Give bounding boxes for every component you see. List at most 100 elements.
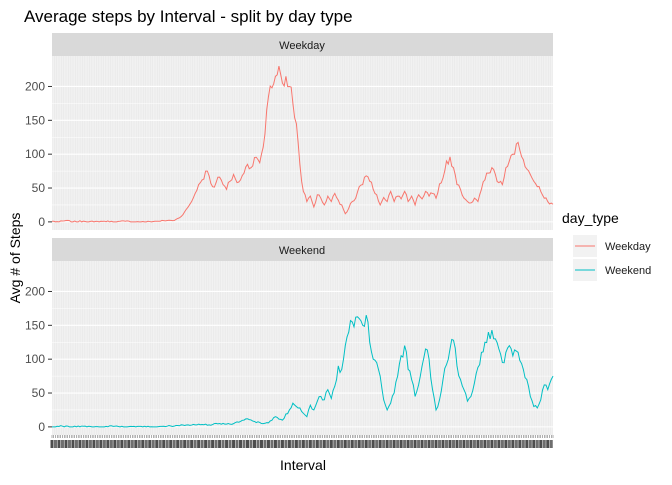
legend: day_type Weekday Weekend [562, 210, 651, 281]
y-tick-label: 150 [25, 318, 45, 332]
x-tick-label [452, 440, 455, 448]
x-tick-label [493, 440, 497, 448]
legend-title: day_type [562, 210, 619, 226]
x-tick-label [518, 440, 522, 448]
x-tick-label [218, 440, 222, 448]
x-tick-label [287, 440, 291, 448]
x-tick-label [438, 440, 442, 448]
x-tick-label [364, 440, 368, 448]
x-tick-label [319, 440, 323, 448]
facet-weekend: Weekend 0 50 100 150 200 [25, 238, 554, 435]
x-tick-label [92, 440, 96, 448]
x-tick-label [277, 440, 281, 448]
y-axis-label: Avg # of Steps [7, 213, 23, 304]
x-tick-label [155, 440, 159, 448]
x-tick-label [259, 440, 263, 448]
x-tick-label [525, 440, 529, 448]
x-tick-label [113, 440, 117, 448]
x-tick-label [497, 440, 501, 448]
x-tick-label [462, 440, 466, 448]
x-tick-label [207, 440, 211, 448]
y-ticks-weekday: 0 50 100 150 200 [25, 79, 52, 229]
x-tick-label [291, 440, 295, 448]
x-tick-label [67, 440, 71, 448]
x-tick-label [81, 440, 85, 448]
x-tick-label [322, 440, 326, 448]
x-tick-label [329, 440, 333, 448]
x-tick-label [417, 440, 421, 448]
x-tick-label [326, 440, 330, 448]
x-tick-label [431, 440, 435, 448]
x-tick-label [280, 440, 284, 448]
x-tick-label [120, 440, 124, 448]
x-tick-label [235, 440, 239, 448]
x-tick-label [74, 440, 78, 448]
x-tick-label [378, 440, 382, 448]
x-tick-label [549, 440, 553, 448]
series-line-weekend [52, 315, 554, 428]
x-tick-label [116, 440, 120, 448]
y-tick-label: 200 [25, 284, 45, 298]
x-tick-label [399, 440, 403, 448]
x-tick-label [64, 440, 68, 448]
panel-background-weekend [52, 261, 553, 435]
x-tick-label [340, 440, 344, 448]
x-tick-label [434, 440, 438, 448]
x-tick-label [403, 440, 407, 448]
x-tick-label [521, 440, 525, 448]
x-tick-label [263, 440, 267, 448]
x-tick-label [441, 440, 445, 448]
x-tick-label [200, 440, 204, 448]
x-tick-label [490, 440, 494, 448]
x-tick-label [225, 440, 229, 448]
x-tick-label [410, 440, 414, 448]
x-tick-label [242, 440, 246, 448]
x-tick-label [214, 440, 218, 448]
y-tick-label: 0 [38, 420, 45, 434]
x-tick-label [420, 440, 424, 448]
x-tick-label [179, 440, 183, 448]
x-tick-label [183, 440, 187, 448]
x-tick-label [190, 440, 194, 448]
x-tick-label [465, 440, 469, 448]
x-tick-label [284, 440, 288, 448]
facet-label-weekend: Weekend [279, 245, 325, 257]
x-tick-label [546, 440, 550, 448]
x-tick-label [514, 440, 518, 448]
y-ticks-weekend: 0 50 100 150 200 [25, 284, 52, 434]
x-tick-label [305, 440, 309, 448]
x-tick-label [130, 440, 134, 448]
facet-strip-weekend [52, 238, 553, 261]
x-tick-label [127, 440, 131, 448]
facet-label-weekday: Weekday [279, 40, 325, 52]
x-tick-label [375, 440, 379, 448]
x-tick-label [455, 440, 459, 448]
x-tick-label [336, 440, 340, 448]
x-tick-label [71, 440, 75, 448]
x-tick-label [266, 440, 270, 448]
x-tick-label [239, 440, 243, 448]
x-tick-label [448, 440, 452, 448]
x-tick-label [57, 440, 61, 448]
x-tick-label [500, 440, 504, 448]
x-tick-label [535, 440, 539, 448]
x-tick-label [134, 440, 138, 448]
x-tick-label [385, 440, 389, 448]
x-tick-label [158, 440, 162, 448]
x-tick-label [357, 440, 361, 448]
x-tick-label [193, 440, 197, 448]
horizontal-gridlines-weekend [52, 290, 553, 428]
x-tick-label [382, 440, 386, 448]
x-tick-label [204, 440, 208, 448]
x-tick-label [511, 440, 515, 448]
x-tick-label [469, 440, 473, 448]
x-tick-label [50, 440, 54, 448]
x-tick-label [102, 440, 106, 448]
y-tick-label: 50 [32, 386, 46, 400]
x-tick-label [256, 440, 260, 448]
legend-label-weekend: Weekend [605, 265, 651, 277]
x-tick-label [141, 440, 145, 448]
x-tick-label [539, 440, 543, 448]
y-tick-label: 0 [38, 215, 45, 229]
x-tick-label [53, 440, 57, 448]
